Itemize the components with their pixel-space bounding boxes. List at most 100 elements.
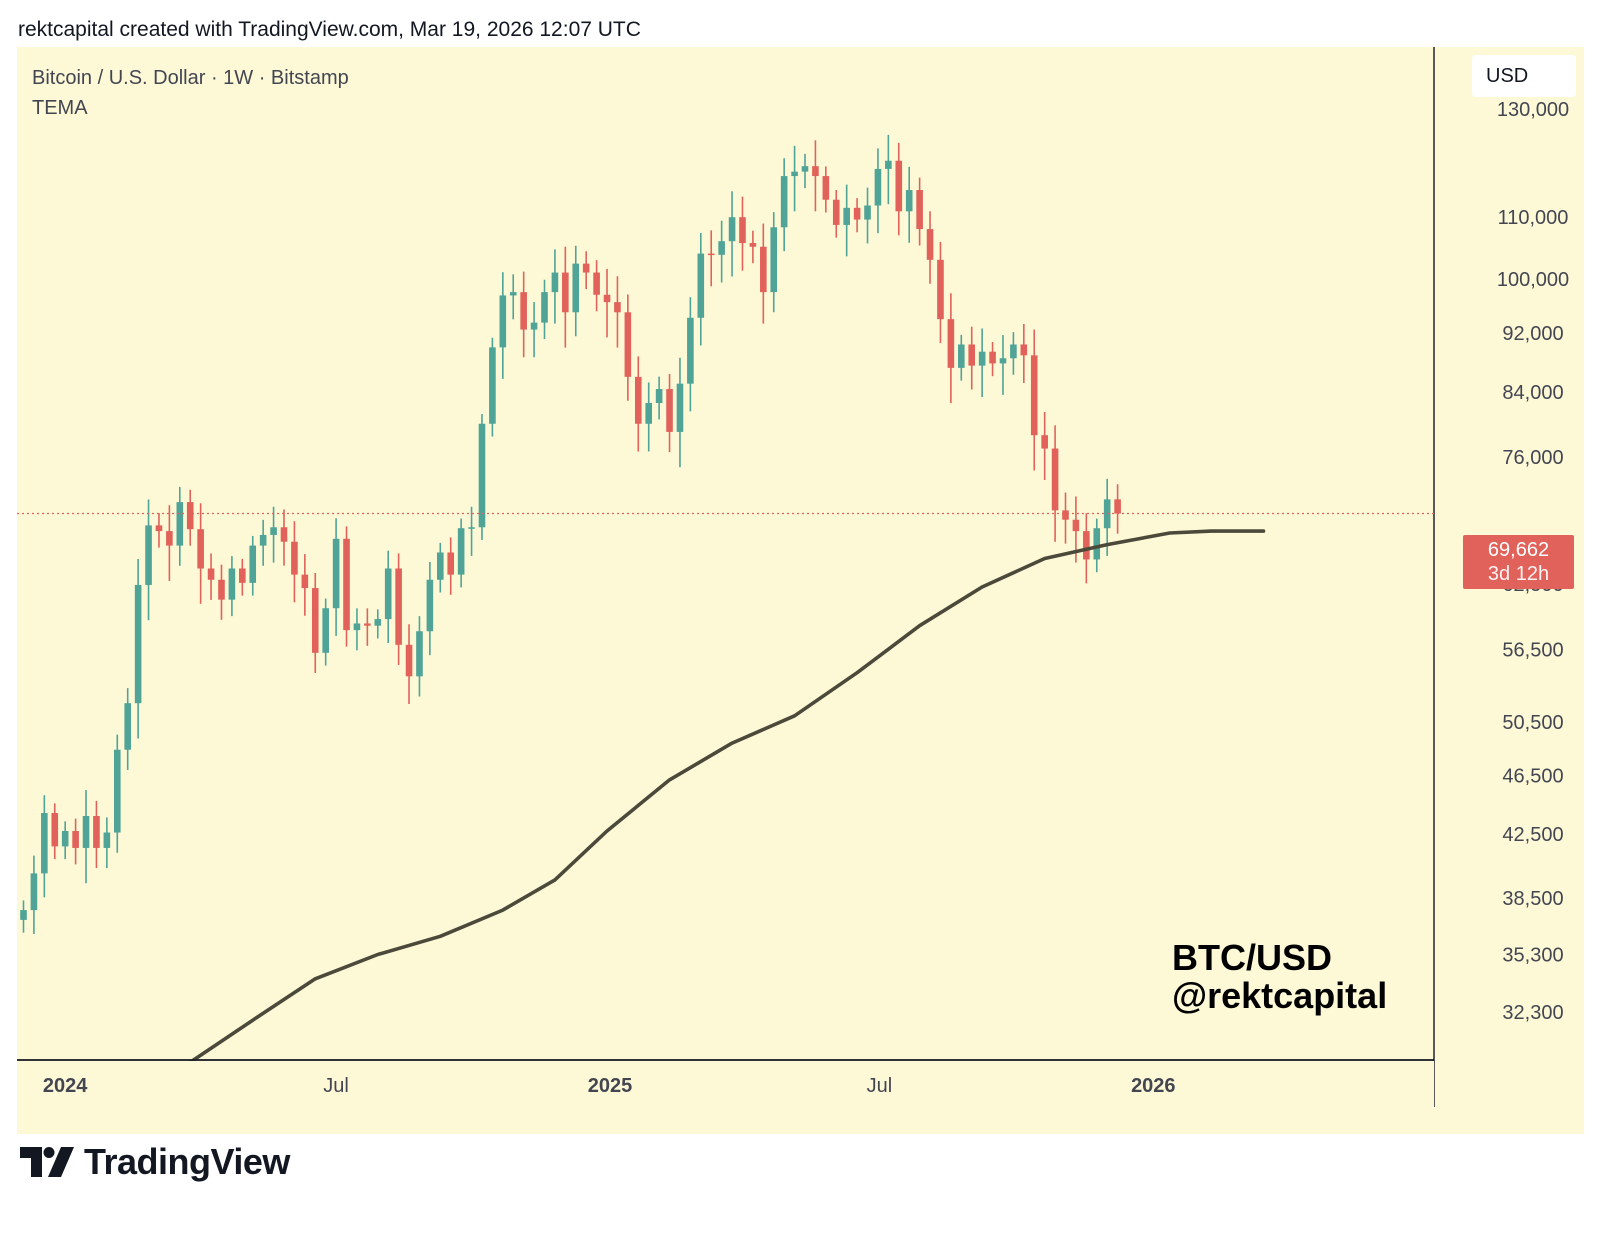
candle <box>1030 329 1038 471</box>
price-tick-label: 84,000 <box>1502 382 1563 404</box>
candle <box>551 249 559 324</box>
candle <box>562 246 569 348</box>
candle <box>770 212 778 313</box>
price-tick-label: 100,000 <box>1497 269 1569 291</box>
candle <box>176 486 184 566</box>
price-tick-label: 46,500 <box>1502 766 1563 788</box>
price-tick-label: 38,500 <box>1502 888 1563 910</box>
last-price-value: 69,662 <box>1487 539 1550 561</box>
candle <box>61 821 69 860</box>
tema-series <box>17 529 1434 1108</box>
last-price-label: 69,662 3d 12h <box>1463 535 1574 589</box>
candle <box>520 271 527 358</box>
price-tick-label: 32,300 <box>1502 1002 1563 1024</box>
price-tick-label: 110,000 <box>1498 207 1569 229</box>
candle <box>978 328 986 398</box>
candle <box>1041 412 1048 481</box>
candle <box>760 223 767 324</box>
candle <box>343 526 350 647</box>
price-chart[interactable]: 32,300 35,300 38,500 42,500 46,500 50,500 56,5… <box>17 47 1584 1134</box>
time-axis-ticks: 2024 Jul 2025 Jul 2026 <box>43 1075 1176 1097</box>
watermark-pair: BTC/USD <box>1172 937 1332 978</box>
candle <box>489 337 496 437</box>
candle <box>20 900 27 933</box>
indicator-legend[interactable]: TEMA <box>32 97 88 119</box>
candlestick-series <box>20 134 1121 935</box>
candle <box>82 790 90 884</box>
candle <box>937 242 944 344</box>
bar-countdown: 3d 12h <box>1487 563 1550 585</box>
candle <box>874 148 882 234</box>
candle <box>353 608 361 651</box>
candle <box>426 561 434 656</box>
candle <box>166 505 173 581</box>
price-tick-label: 35,300 <box>1502 944 1563 966</box>
candle <box>634 356 642 452</box>
candle <box>1010 332 1017 375</box>
tradingview-logo[interactable]: TradingView <box>20 1140 290 1184</box>
candle <box>499 272 507 379</box>
candle <box>989 342 996 377</box>
watermark: BTC/USD @rektcapital <box>1172 939 1387 1015</box>
tema-line <box>188 529 1266 1064</box>
candle <box>687 297 694 412</box>
candle <box>457 518 465 588</box>
candle <box>113 734 121 853</box>
price-tick-label: 42,500 <box>1502 824 1563 846</box>
currency-button[interactable]: USD <box>1472 55 1576 97</box>
chart-attribution: rektcapital created with TradingView.com… <box>18 18 641 41</box>
candle <box>791 145 798 212</box>
candle <box>603 268 611 338</box>
candle <box>301 554 309 616</box>
candle <box>197 503 204 604</box>
candle <box>228 556 236 617</box>
candle <box>332 518 340 636</box>
candle <box>655 376 663 420</box>
time-tick-label: Jul <box>867 1075 893 1097</box>
price-tick-label: 130,000 <box>1497 99 1569 121</box>
time-tick-label: 2026 <box>1131 1075 1176 1097</box>
candle <box>186 489 194 546</box>
candle <box>259 519 267 566</box>
candle <box>718 220 725 283</box>
candle <box>374 609 382 639</box>
time-tick-label: Jul <box>323 1075 349 1097</box>
candle <box>801 153 809 189</box>
candle <box>905 166 913 243</box>
price-tick-label: 50,500 <box>1502 712 1563 734</box>
candle <box>270 506 277 563</box>
candle <box>145 499 152 621</box>
candle <box>968 326 976 390</box>
candle <box>885 134 892 205</box>
candle <box>749 230 757 264</box>
candle <box>530 302 538 358</box>
candle <box>291 521 298 603</box>
price-tick-label: 56,500 <box>1502 639 1563 661</box>
candle <box>384 550 392 644</box>
candle <box>728 191 736 277</box>
candle <box>416 616 423 697</box>
candle <box>364 608 371 646</box>
candle <box>478 414 486 541</box>
candle <box>707 230 715 287</box>
candle <box>999 335 1007 395</box>
candle <box>249 535 257 596</box>
candle <box>832 190 840 238</box>
candle <box>1051 425 1059 542</box>
chart-frame[interactable]: 32,300 35,300 38,500 42,500 46,500 50,500 56,5… <box>17 47 1584 1134</box>
candle <box>1062 492 1069 544</box>
candle <box>124 688 131 770</box>
candle <box>812 140 819 212</box>
symbol-legend[interactable]: Bitcoin / U.S. Dollar · 1W · Bitstamp <box>32 67 349 89</box>
candle <box>280 509 288 566</box>
candle <box>666 373 673 453</box>
candle <box>676 357 684 468</box>
price-tick-label: 92,000 <box>1502 323 1563 345</box>
candle <box>30 855 38 935</box>
time-tick-label: 2024 <box>43 1075 88 1097</box>
candle <box>322 598 329 666</box>
candle <box>155 512 163 548</box>
candle <box>593 260 600 312</box>
candle <box>895 142 903 236</box>
candle <box>447 537 455 595</box>
